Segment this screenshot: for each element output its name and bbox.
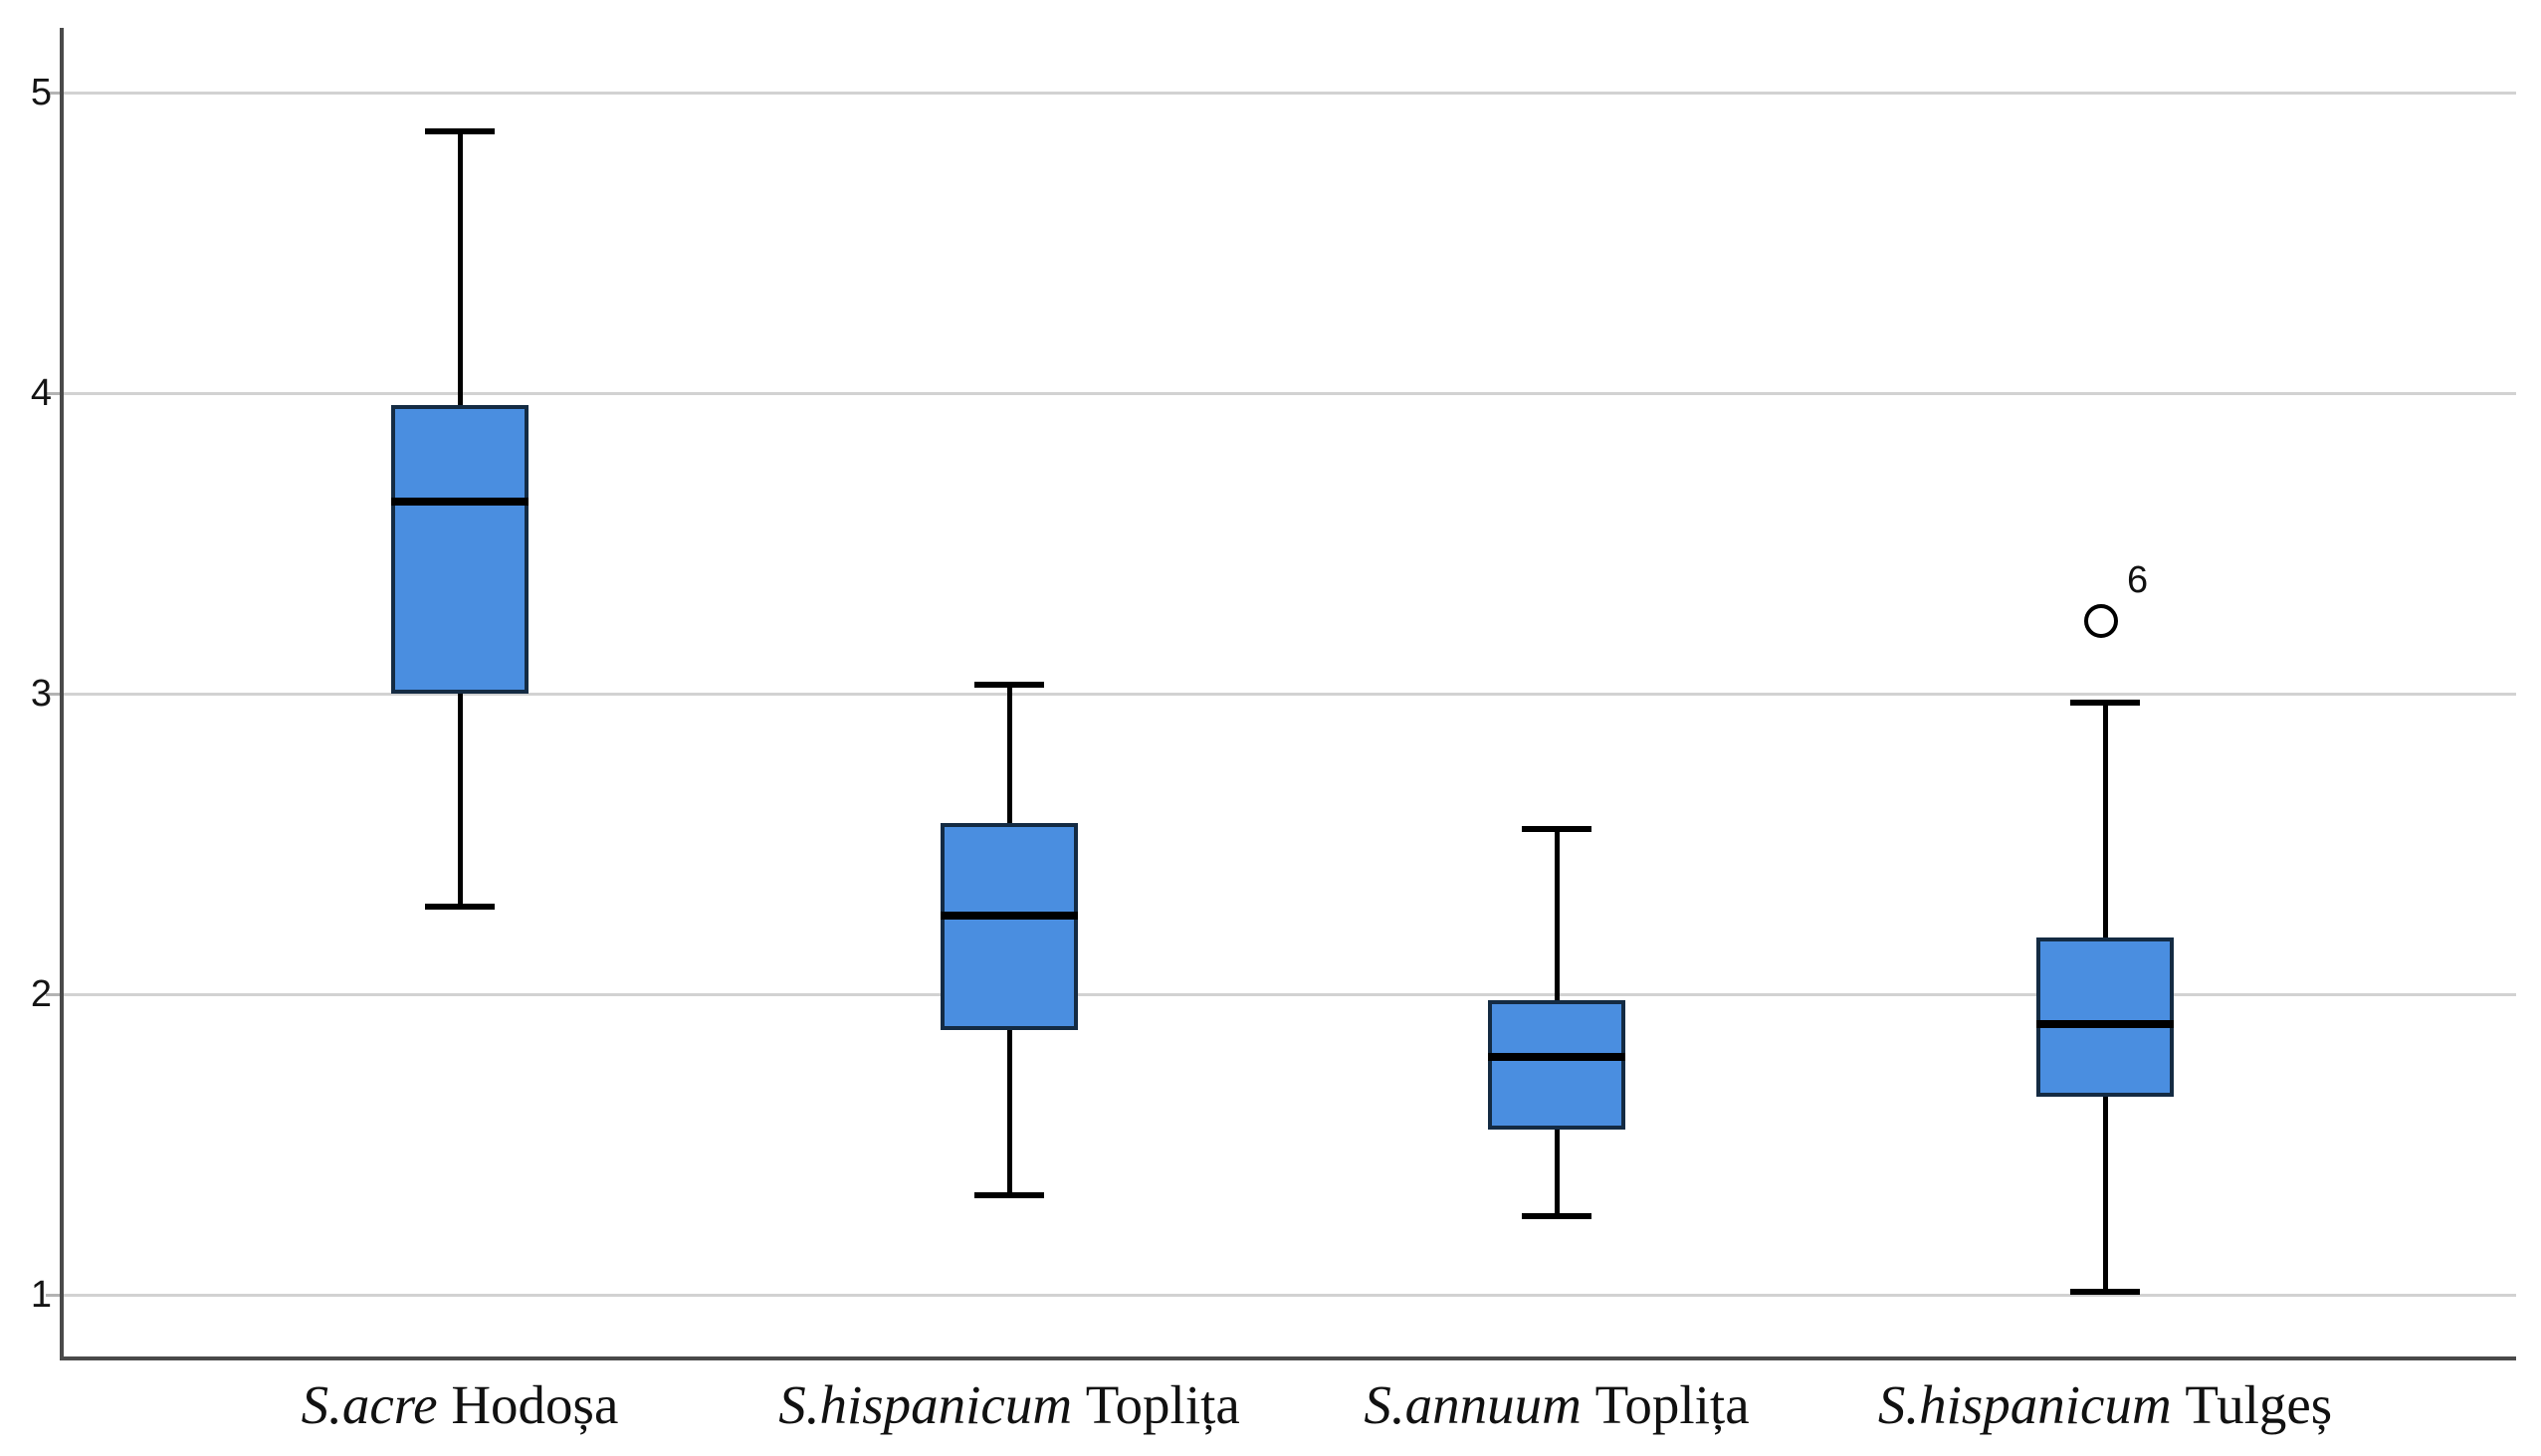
- species-name: S.hispanicum: [1877, 1374, 2172, 1435]
- species-name: S.acre: [301, 1374, 438, 1435]
- outlier-case-label: 6: [2127, 558, 2149, 601]
- y-gridline: [62, 993, 2516, 996]
- whisker-cap-upper: [425, 128, 495, 135]
- site-name: Toplița: [1085, 1374, 1240, 1435]
- whisker-cap-lower: [2070, 1288, 2140, 1295]
- box-iqr: [391, 405, 529, 694]
- species-name: S.annuum: [1364, 1374, 1582, 1435]
- x-category-label: S.acre Hodoșa: [302, 1377, 619, 1432]
- median-line: [1488, 1053, 1625, 1062]
- y-gridline: [62, 392, 2516, 395]
- y-tick-label: 1: [30, 1274, 52, 1316]
- median-line: [2036, 1020, 2174, 1029]
- y-tick-mark: [46, 1294, 62, 1297]
- whisker-cap-lower: [425, 904, 495, 911]
- whisker-cap-upper: [974, 681, 1044, 688]
- whisker-cap-lower: [1522, 1213, 1591, 1220]
- y-tick-label: 4: [30, 372, 52, 414]
- y-tick-mark: [46, 993, 62, 996]
- y-tick-mark: [46, 693, 62, 696]
- box-iqr: [2036, 936, 2174, 1097]
- box-iqr: [941, 822, 1078, 1031]
- median-line: [391, 497, 529, 506]
- whisker-cap-upper: [2070, 700, 2140, 707]
- x-axis-line: [60, 1356, 2516, 1360]
- whisker-cap-upper: [1522, 825, 1591, 832]
- x-category-label: S.hispanicum Toplița: [778, 1377, 1240, 1432]
- site-name: Tulgeș: [2185, 1374, 2333, 1435]
- y-tick-label: 5: [30, 72, 52, 113]
- x-category-label: S.hispanicum Tulgeș: [1878, 1377, 2332, 1432]
- box-iqr: [1488, 1000, 1625, 1130]
- outlier-point: [2084, 603, 2118, 638]
- y-axis-line: [60, 28, 64, 1360]
- x-category-label: S.annuum Toplița: [1364, 1377, 1749, 1432]
- site-name: Hodoșa: [451, 1374, 619, 1435]
- median-line: [941, 912, 1078, 921]
- site-name: Toplița: [1594, 1374, 1750, 1435]
- y-gridline: [62, 1294, 2516, 1297]
- y-gridline: [62, 92, 2516, 95]
- y-tick-label: 2: [30, 973, 52, 1015]
- y-tick-mark: [46, 92, 62, 95]
- species-name: S.hispanicum: [778, 1374, 1073, 1435]
- y-gridline: [62, 693, 2516, 696]
- y-tick-label: 3: [30, 673, 52, 715]
- y-tick-mark: [46, 392, 62, 395]
- whisker-cap-lower: [974, 1192, 1044, 1199]
